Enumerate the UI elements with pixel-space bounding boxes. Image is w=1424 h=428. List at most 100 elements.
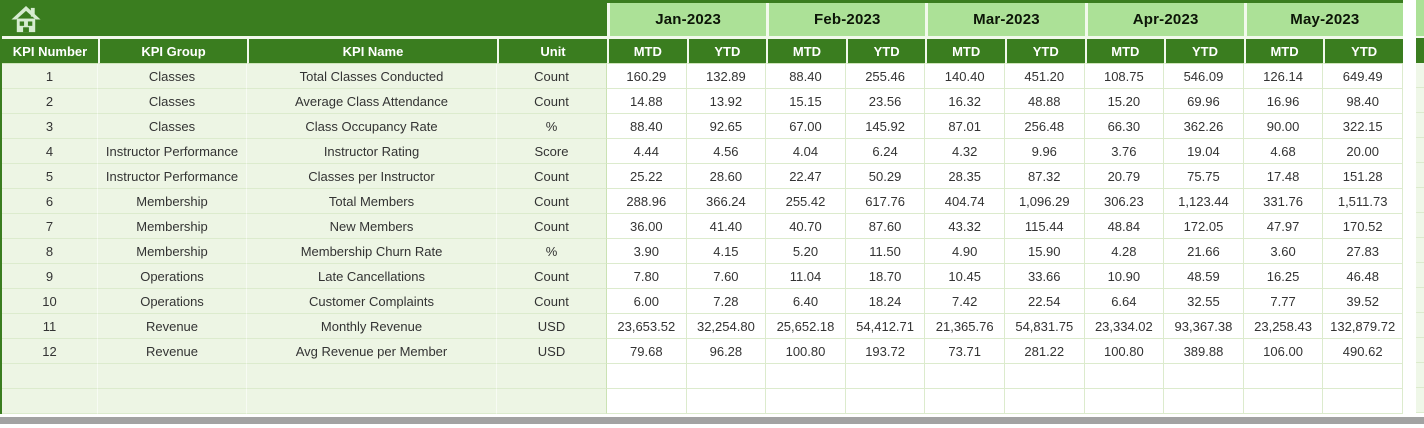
kpi-group-cell[interactable]: Membership (98, 189, 247, 214)
col-header-unit[interactable]: Unit (497, 39, 607, 64)
value-cell[interactable]: 1,123.44 (1164, 189, 1244, 214)
value-cell[interactable]: 16.96 (1243, 89, 1324, 114)
value-cell[interactable]: 54,412.71 (845, 314, 926, 339)
value-cell[interactable]: 90.00 (1243, 114, 1324, 139)
value-cell[interactable]: 7.42 (925, 289, 1005, 314)
empty-value-cell[interactable] (607, 389, 687, 414)
col-header-feb-2023-ytd[interactable]: YTD (845, 39, 926, 64)
kpi-name-cell[interactable]: New Members (247, 214, 497, 239)
col-header-feb-2023-mtd[interactable]: MTD (766, 39, 846, 64)
value-cell[interactable]: 88.40 (607, 114, 687, 139)
empty-value-cell[interactable] (766, 389, 846, 414)
value-cell[interactable]: 21.66 (1164, 239, 1244, 264)
value-cell[interactable]: 546.09 (1164, 64, 1244, 89)
kpi-number-cell[interactable]: 4 (2, 139, 98, 164)
value-cell[interactable]: 13.92 (686, 89, 767, 114)
unit-cell[interactable]: Count (497, 89, 607, 114)
value-cell[interactable]: 4.32 (925, 139, 1005, 164)
unit-cell[interactable]: Count (497, 189, 607, 214)
kpi-name-cell[interactable]: Total Members (247, 189, 497, 214)
value-cell[interactable]: 19.04 (1164, 139, 1244, 164)
value-cell[interactable]: 255.46 (845, 64, 926, 89)
value-cell[interactable]: 6.64 (1084, 289, 1165, 314)
value-cell[interactable]: 4.04 (766, 139, 846, 164)
value-cell[interactable]: 87.32 (1004, 164, 1085, 189)
kpi-number-cell[interactable]: 6 (2, 189, 98, 214)
value-cell[interactable]: 9.96 (1004, 139, 1085, 164)
value-cell[interactable]: 6.40 (766, 289, 846, 314)
value-cell[interactable]: 404.74 (925, 189, 1005, 214)
value-cell[interactable]: 32.55 (1164, 289, 1244, 314)
value-cell[interactable]: 281.22 (1004, 339, 1085, 364)
kpi-group-cell[interactable]: Classes (98, 64, 247, 89)
empty-fixed-cell[interactable] (497, 364, 607, 389)
empty-fixed-cell[interactable] (247, 364, 497, 389)
month-header-apr-2023[interactable]: Apr-2023 (1084, 3, 1244, 39)
empty-fixed-cell[interactable] (497, 389, 607, 414)
value-cell[interactable]: 389.88 (1164, 339, 1244, 364)
kpi-group-cell[interactable]: Revenue (98, 339, 247, 364)
value-cell[interactable]: 100.80 (766, 339, 846, 364)
value-cell[interactable]: 3.76 (1084, 139, 1165, 164)
kpi-number-cell[interactable]: 2 (2, 89, 98, 114)
value-cell[interactable]: 306.23 (1084, 189, 1165, 214)
kpi-name-cell[interactable]: Class Occupancy Rate (247, 114, 497, 139)
month-header-feb-2023[interactable]: Feb-2023 (766, 3, 926, 39)
col-header-kpi-name[interactable]: KPI Name (247, 39, 497, 64)
value-cell[interactable]: 1,096.29 (1004, 189, 1085, 214)
kpi-name-cell[interactable]: Membership Churn Rate (247, 239, 497, 264)
value-cell[interactable]: 7.28 (686, 289, 767, 314)
value-cell[interactable]: 25.22 (607, 164, 687, 189)
value-cell[interactable]: 75.75 (1164, 164, 1244, 189)
value-cell[interactable]: 98.40 (1323, 89, 1403, 114)
unit-cell[interactable]: USD (497, 339, 607, 364)
col-header-kpi-number[interactable]: KPI Number (2, 39, 98, 64)
value-cell[interactable]: 108.75 (1084, 64, 1165, 89)
kpi-group-cell[interactable]: Instructor Performance (98, 164, 247, 189)
unit-cell[interactable]: Count (497, 214, 607, 239)
value-cell[interactable]: 36.00 (607, 214, 687, 239)
value-cell[interactable]: 10.90 (1084, 264, 1165, 289)
value-cell[interactable]: 6.00 (607, 289, 687, 314)
col-header-mar-2023-ytd[interactable]: YTD (1004, 39, 1085, 64)
value-cell[interactable]: 17.48 (1243, 164, 1324, 189)
kpi-name-cell[interactable]: Monthly Revenue (247, 314, 497, 339)
empty-value-cell[interactable] (925, 364, 1005, 389)
value-cell[interactable]: 40.70 (766, 214, 846, 239)
value-cell[interactable]: 617.76 (845, 189, 926, 214)
value-cell[interactable]: 43.32 (925, 214, 1005, 239)
value-cell[interactable]: 41.40 (686, 214, 767, 239)
value-cell[interactable]: 18.24 (845, 289, 926, 314)
col-header-jan-2023-ytd[interactable]: YTD (686, 39, 767, 64)
kpi-number-cell[interactable]: 11 (2, 314, 98, 339)
kpi-name-cell[interactable]: Avg Revenue per Member (247, 339, 497, 364)
value-cell[interactable]: 50.29 (845, 164, 926, 189)
unit-cell[interactable]: USD (497, 314, 607, 339)
value-cell[interactable]: 145.92 (845, 114, 926, 139)
empty-value-cell[interactable] (1084, 364, 1165, 389)
value-cell[interactable]: 69.96 (1164, 89, 1244, 114)
col-header-may-2023-ytd[interactable]: YTD (1323, 39, 1403, 64)
value-cell[interactable]: 288.96 (607, 189, 687, 214)
unit-cell[interactable]: % (497, 239, 607, 264)
value-cell[interactable]: 92.65 (686, 114, 767, 139)
empty-value-cell[interactable] (1243, 364, 1324, 389)
col-header-jan-2023-mtd[interactable]: MTD (607, 39, 687, 64)
value-cell[interactable]: 322.15 (1323, 114, 1403, 139)
value-cell[interactable]: 7.60 (686, 264, 767, 289)
value-cell[interactable]: 4.28 (1084, 239, 1165, 264)
value-cell[interactable]: 20.79 (1084, 164, 1165, 189)
unit-cell[interactable]: Count (497, 264, 607, 289)
value-cell[interactable]: 23.56 (845, 89, 926, 114)
value-cell[interactable]: 7.80 (607, 264, 687, 289)
value-cell[interactable]: 23,334.02 (1084, 314, 1165, 339)
value-cell[interactable]: 3.90 (607, 239, 687, 264)
value-cell[interactable]: 18.70 (845, 264, 926, 289)
value-cell[interactable]: 4.15 (686, 239, 767, 264)
value-cell[interactable]: 1,511.73 (1323, 189, 1403, 214)
empty-value-cell[interactable] (845, 389, 926, 414)
empty-value-cell[interactable] (1004, 389, 1085, 414)
kpi-name-cell[interactable]: Customer Complaints (247, 289, 497, 314)
value-cell[interactable]: 490.62 (1323, 339, 1403, 364)
value-cell[interactable]: 106.00 (1243, 339, 1324, 364)
